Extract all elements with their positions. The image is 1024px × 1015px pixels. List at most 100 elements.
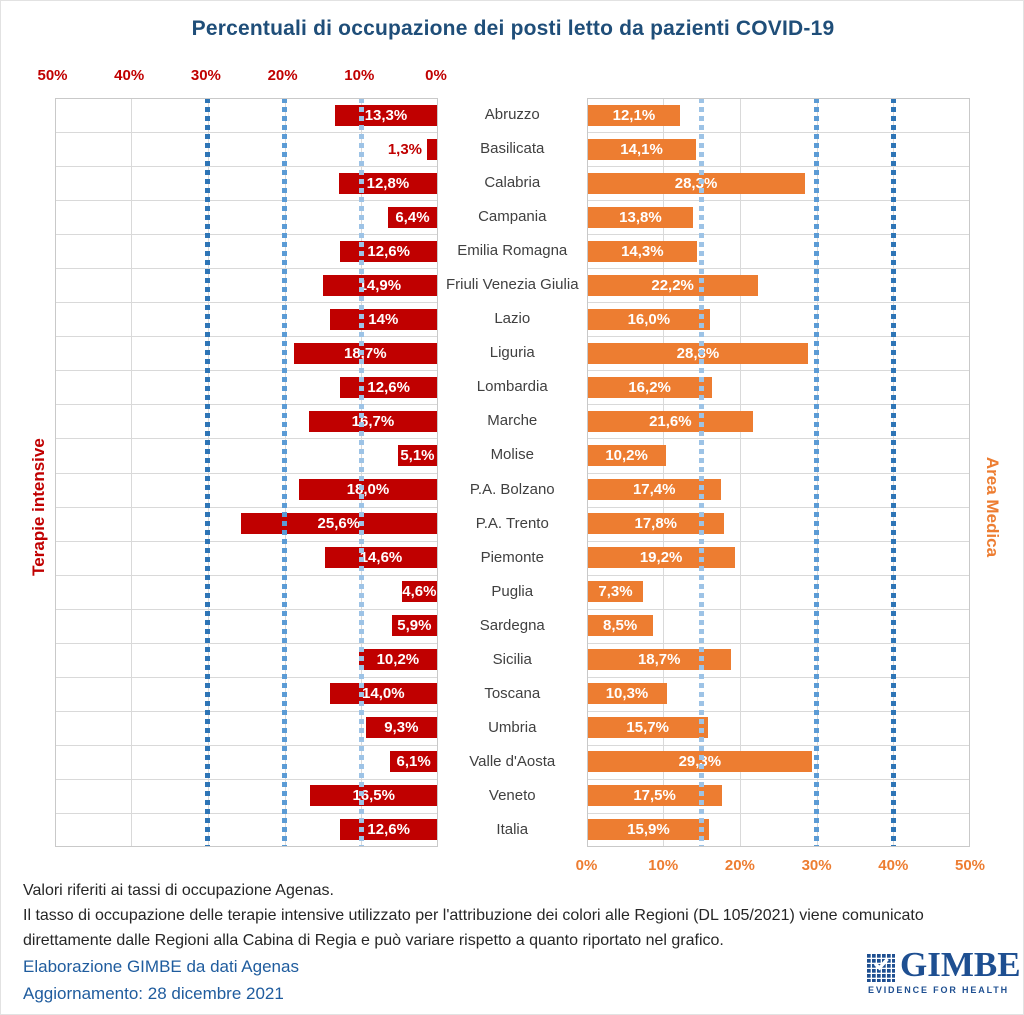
- top-axis-tick: 20%: [267, 67, 298, 84]
- region-label: Lombardia: [476, 378, 548, 396]
- gridline: [586, 370, 970, 372]
- gridline: [54, 540, 438, 542]
- bar-terapie-intensive: 9,3%: [365, 717, 437, 739]
- bar-terapie-intensive: 10,2%: [358, 649, 437, 671]
- source-text: Elaborazione GIMBE da dati Agenas: [23, 957, 299, 976]
- bar-area-medica: 17,4%: [587, 479, 721, 501]
- bar-area-medica: 15,9%: [587, 819, 710, 841]
- bar-value-label: 19,2%: [639, 549, 683, 567]
- gridline: [54, 200, 438, 202]
- region-label: Veneto: [488, 786, 536, 804]
- gridline: [54, 132, 438, 134]
- region-label: Molise: [490, 446, 534, 464]
- threshold-line: [699, 98, 705, 847]
- bar-value-label: 16,0%: [627, 310, 671, 328]
- bar-area-medica: 19,2%: [587, 547, 735, 569]
- gridline: [586, 302, 970, 304]
- bar-terapie-intensive: 5,1%: [397, 444, 437, 466]
- bar-value-label: 14,6%: [359, 549, 403, 567]
- bar-area-medica: 7,3%: [587, 581, 644, 603]
- bar-terapie-intensive: 4,6%: [401, 581, 437, 603]
- bar-value-label: 14,9%: [358, 276, 402, 294]
- threshold-line: [814, 98, 820, 847]
- bar-value-label: 15,9%: [627, 821, 670, 839]
- gridline: [54, 744, 438, 746]
- gridline: [54, 404, 438, 406]
- gridline: [586, 642, 970, 644]
- bar-area-medica: 10,3%: [587, 683, 667, 705]
- bar-value-label: 14,1%: [620, 140, 663, 158]
- bar-value-label: 7,3%: [598, 583, 633, 601]
- bottom-axis-tick: 50%: [954, 857, 986, 874]
- gridline: [586, 676, 970, 678]
- gridline: [586, 132, 970, 134]
- gridline: [54, 778, 438, 780]
- bar-terapie-intensive: 13,3%: [334, 104, 437, 126]
- gridline: [54, 642, 438, 644]
- bar-terapie-intensive: 6,4%: [387, 206, 437, 228]
- gridline: [54, 574, 438, 576]
- region-label: Toscana: [484, 684, 541, 702]
- gridline: [586, 268, 970, 270]
- bar-value-label: 6,4%: [395, 208, 430, 226]
- bar-area-medica: 14,3%: [587, 240, 698, 262]
- bar-value-label: 17,5%: [633, 787, 676, 805]
- gridline: [586, 200, 970, 202]
- gridline: [54, 268, 438, 270]
- bar-area-medica: 14,1%: [587, 138, 696, 160]
- gridline: [586, 540, 970, 542]
- bar-terapie-intensive: 12,6%: [340, 376, 437, 398]
- threshold-line: [205, 98, 211, 847]
- bar-terapie-intensive: 16,7%: [308, 410, 437, 432]
- bar-value-label: 14%: [368, 310, 399, 328]
- bar-value-label: 10,3%: [605, 685, 649, 703]
- bar-area-medica: 12,1%: [587, 104, 681, 126]
- bar-area-medica: 16,0%: [587, 308, 711, 330]
- bar-terapie-intensive: 25,6%: [240, 513, 437, 535]
- bar-value-label: 25,6%: [317, 515, 361, 533]
- bar-value-label: 12,6%: [367, 821, 410, 839]
- bar-value-label: 14,0%: [362, 685, 405, 703]
- bottom-axis-tick: 30%: [801, 857, 832, 874]
- gridline: [54, 676, 438, 678]
- gridline: [586, 574, 970, 576]
- bar-value-label: 28,8%: [676, 344, 720, 362]
- right-axis-title: Area Medica: [983, 456, 1002, 558]
- region-label: Sardegna: [479, 616, 545, 634]
- footnote-line: Valori riferiti ai tassi di occupazione …: [23, 882, 334, 899]
- gridline: [54, 302, 438, 304]
- gridline: [54, 166, 438, 168]
- bar-value-label: 18,7%: [344, 344, 387, 362]
- gimbe-logo-tagline: EVIDENCE FOR HEALTH: [868, 985, 1009, 995]
- update-text: Aggiornamento: 28 dicembre 2021: [23, 984, 284, 1003]
- gridline: [586, 234, 970, 236]
- bar-terapie-intensive: 12,6%: [340, 240, 437, 262]
- gridline: [54, 812, 438, 814]
- bar-value-label: 1,3%: [387, 140, 423, 158]
- bar-value-label: 12,1%: [612, 106, 656, 124]
- gridline: [586, 166, 970, 168]
- gridline: [586, 812, 970, 814]
- region-label: P.A. Trento: [475, 514, 549, 532]
- bar-terapie-intensive: 12,8%: [338, 172, 437, 194]
- bar-area-medica: 13,8%: [587, 206, 694, 228]
- bar-terapie-intensive: 14,0%: [329, 683, 437, 705]
- region-label: P.A. Bolzano: [469, 480, 555, 498]
- gridline: [586, 336, 970, 338]
- gridline: [54, 438, 438, 440]
- bar-value-label: 10,2%: [376, 651, 420, 669]
- chart-title: Percentuali di occupazione dei posti let…: [191, 17, 835, 40]
- region-label: Basilicata: [480, 140, 545, 158]
- gridline: [54, 234, 438, 236]
- region-label: Lazio: [494, 310, 531, 328]
- footnote-line: direttamente dalle Regioni alla Cabina d…: [23, 932, 724, 949]
- threshold-line: [890, 98, 896, 847]
- bar-area-medica: 8,5%: [587, 615, 653, 637]
- gridline: [54, 370, 438, 372]
- bar-value-label: 28,3%: [674, 174, 718, 192]
- bar-value-label: 12,6%: [367, 378, 410, 396]
- region-label: Calabria: [484, 174, 541, 192]
- bar-value-label: 18,7%: [637, 651, 681, 669]
- gridline: [586, 472, 970, 474]
